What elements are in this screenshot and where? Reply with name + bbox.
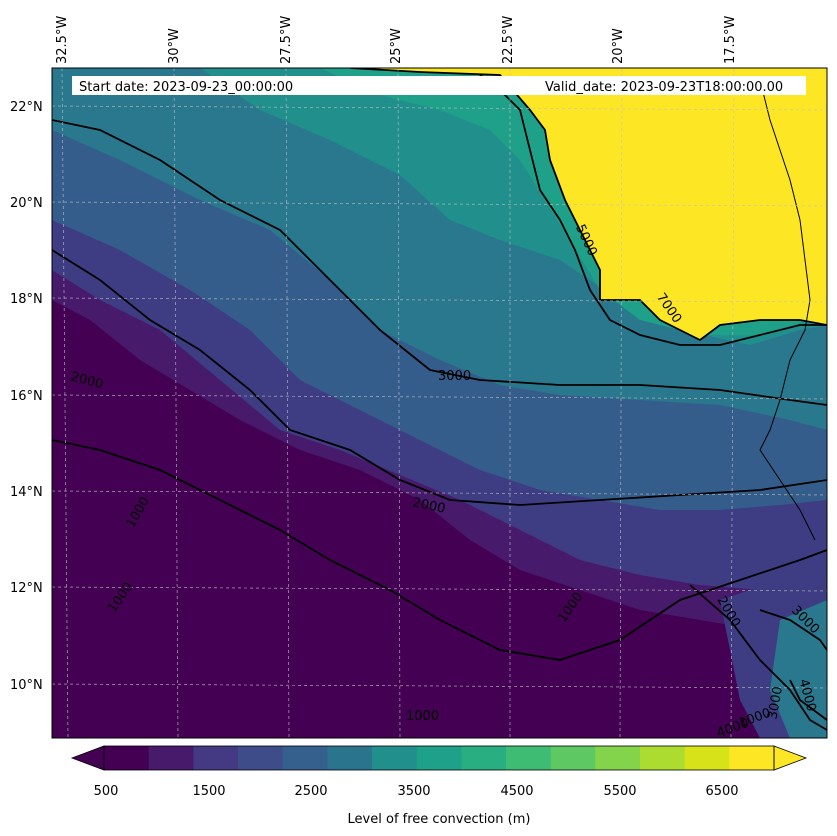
colorbar-segment (416, 746, 462, 770)
level-of-free-convection-field (52, 68, 827, 738)
contour-line-2000-south (689, 584, 827, 731)
colorbar-segment (282, 746, 328, 770)
colorbar-segment (193, 746, 239, 770)
colorbar-segment (550, 746, 596, 770)
colorbar-segment (506, 746, 552, 770)
valid-date-label: Valid_date: 2023-09-23T18:00:00.00 (545, 80, 783, 95)
colorbar-segment (238, 746, 284, 770)
colorbar-tick-label: 1500 (192, 784, 225, 799)
contour-line-4000-south (789, 679, 827, 721)
colorbar-label: Level of free convection (m) (348, 812, 531, 827)
map-frame (51, 67, 828, 739)
graticule (52, 68, 827, 738)
gridline-lon-20 (619, 68, 623, 738)
latitude-label: 14°N (10, 485, 43, 500)
colorbar-segment (148, 746, 194, 770)
longitude-label: 22.5°W (501, 16, 516, 64)
longitude-label: 32.5°W (55, 16, 70, 64)
coastline (759, 79, 816, 541)
colorbar-max-extend (773, 745, 808, 771)
colorbar-segment (640, 746, 686, 770)
gridline-lon-30 (173, 68, 179, 738)
info-bar (72, 76, 806, 95)
colorbar-segment (684, 746, 730, 770)
latitude-axis: 22°N 20°N 18°N 16°N 14°N 12°N 10°N (10, 100, 43, 693)
longitude-label: 25°W (389, 28, 404, 64)
longitude-label: 27.5°W (279, 16, 294, 64)
colorbar-tick-label: 500 (94, 784, 119, 799)
longitude-axis: 32.5°W 30°W 27.5°W 25°W 22.5°W 20°W 17.5… (55, 16, 738, 64)
latitude-label: 18°N (10, 292, 43, 307)
contour-line-3000-south (759, 609, 827, 651)
start-date-label: Start date: 2023-09-23_00:00:00 (79, 80, 293, 95)
latitude-label: 12°N (10, 581, 43, 596)
colorbar-tick-label: 2500 (294, 784, 327, 799)
latitude-label: 10°N (10, 678, 43, 693)
colorbar-frame (103, 745, 775, 771)
contour-line-3000 (52, 119, 827, 406)
colorbar-segment (729, 746, 775, 770)
field-band-7000 (350, 68, 827, 340)
longitude-label: 20°W (611, 28, 626, 64)
contour-label: 3000 (438, 369, 471, 384)
colorbar-min-extend (70, 745, 105, 771)
contour-lines (52, 68, 827, 731)
contour-line-1000 (52, 439, 827, 661)
contour-line-7000 (349, 68, 827, 342)
contour-label: 3000 (765, 685, 786, 720)
gridline-lon-27-5 (285, 68, 290, 738)
latitude-label: 20°N (10, 196, 43, 211)
colorbar-segment (372, 746, 418, 770)
field-band-south-low (52, 420, 827, 738)
colorbar-tick-label: 6500 (705, 784, 738, 799)
colorbar-tick-label: 3500 (397, 784, 430, 799)
gridline-lon-25 (397, 68, 401, 738)
contour-line-2000-north (52, 249, 827, 506)
colorbar-segment (327, 746, 373, 770)
gridline-lon-32-5 (61, 68, 69, 738)
latitude-label: 16°N (10, 389, 43, 404)
gridline-lon-17-5 (730, 68, 735, 738)
contour-line-5000 (479, 74, 827, 346)
longitude-label: 17.5°W (723, 16, 738, 64)
colorbar-segment (104, 746, 150, 770)
colorbar-tick-label: 4500 (500, 784, 533, 799)
longitude-label: 30°W (167, 28, 182, 64)
colorbar: 500 1500 2500 3500 4500 5500 6500 Level … (70, 745, 808, 827)
colorbar-tick-label: 5500 (603, 784, 636, 799)
contour-label: 2000 (411, 495, 446, 517)
colorbar-segments (104, 746, 775, 770)
latitude-label: 22°N (10, 100, 43, 115)
colorbar-segment (461, 746, 507, 770)
colorbar-segment (595, 746, 641, 770)
contour-label: 1000 (406, 709, 439, 724)
